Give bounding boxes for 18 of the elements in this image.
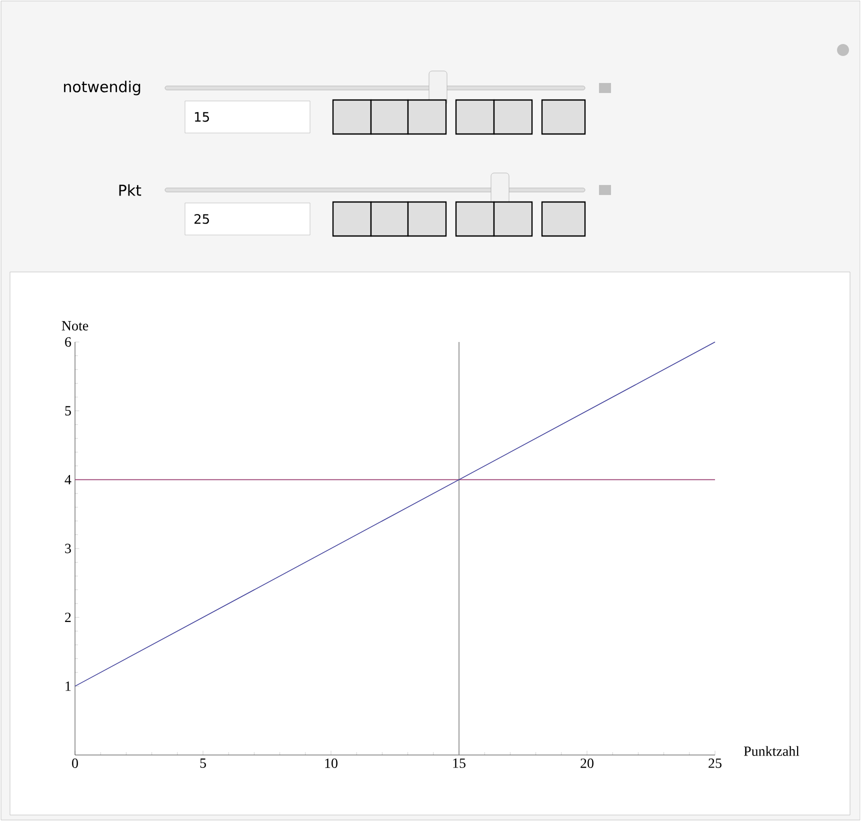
x-tick-label: 20 [580, 758, 594, 768]
y-tick-label: 6 [65, 337, 72, 347]
text: notwendig [64, 80, 140, 96]
y-tick-label: 5 [65, 406, 71, 416]
text: 15 [194, 112, 209, 122]
x-tick-label: 15 [453, 758, 466, 768]
x-tick-label: 10 [325, 758, 338, 768]
y-tick-label: 2 [65, 612, 71, 622]
x-axis-title: Punktzahl [744, 746, 800, 756]
y-axis-title: Note [62, 321, 88, 330]
y-tick-label: 4 [64, 475, 72, 484]
y-tick-label: 1 [66, 682, 71, 691]
y-tick-label: 3 [65, 544, 71, 554]
x-tick-label: 0 [72, 758, 78, 768]
x-tick-label: 5 [200, 758, 206, 768]
text: Pkt [119, 184, 142, 196]
x-tick-label: 25 [708, 758, 722, 768]
text: 25 [194, 214, 209, 224]
